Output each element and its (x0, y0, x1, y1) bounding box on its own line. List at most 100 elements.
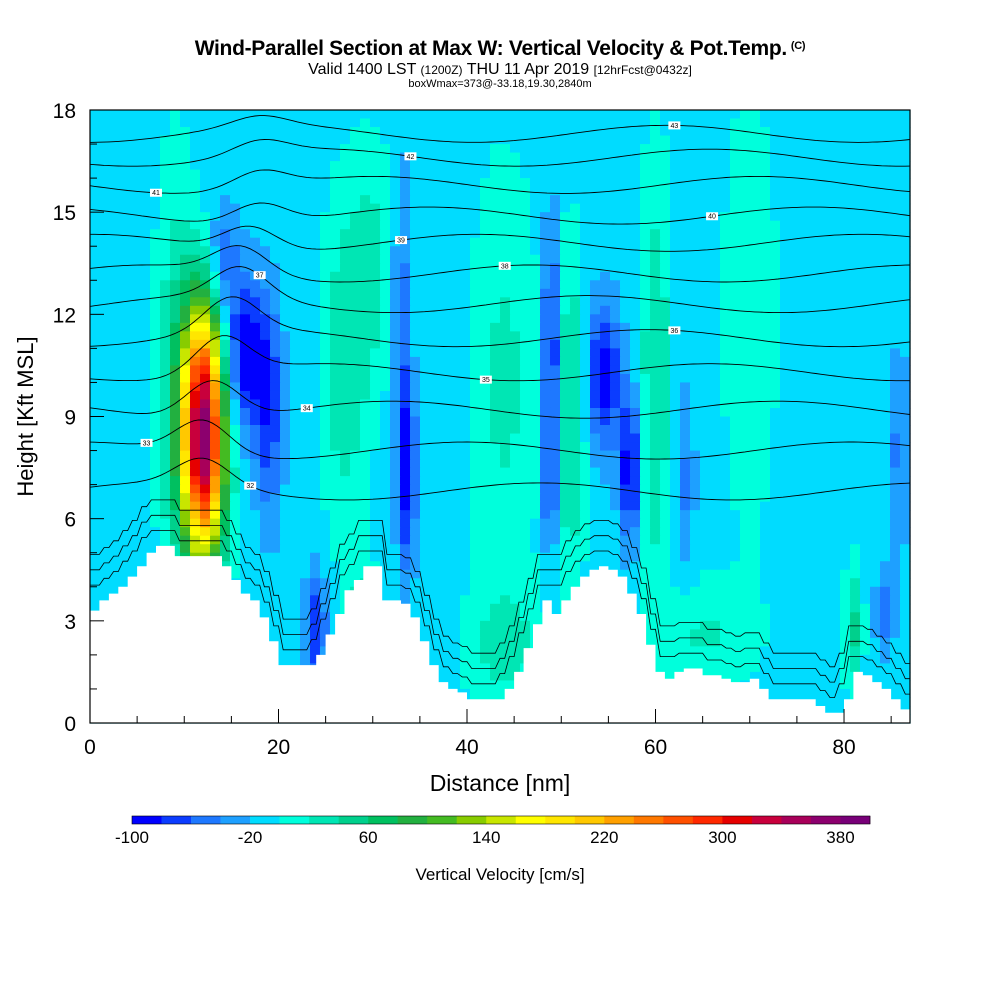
field-cell (510, 382, 521, 392)
field-cell (590, 297, 601, 307)
field-cell (240, 518, 251, 528)
field-cell (440, 178, 451, 188)
field-cell (510, 212, 521, 222)
field-cell (310, 110, 321, 120)
field-cell (470, 518, 481, 528)
field-cell (650, 195, 661, 205)
field-cell (600, 314, 611, 324)
field-cell (550, 476, 561, 486)
field-cell (850, 280, 861, 290)
field-cell (650, 433, 661, 443)
field-cell (790, 263, 801, 273)
field-cell (520, 135, 531, 145)
field-cell (570, 297, 581, 307)
field-cell (670, 476, 681, 486)
field-cell (860, 178, 871, 188)
field-cell (440, 314, 451, 324)
field-cell (420, 237, 431, 247)
field-cell (510, 127, 521, 137)
field-cell (370, 127, 381, 137)
field-cell (140, 144, 151, 154)
field-cell (800, 586, 811, 596)
field-cell (490, 527, 501, 537)
field-cell (650, 467, 661, 477)
field-cell (840, 246, 851, 256)
field-cell (460, 416, 471, 426)
field-cell (770, 305, 781, 315)
field-cell (580, 442, 591, 452)
field-cell (450, 407, 461, 418)
field-cell (590, 118, 601, 128)
field-cell (200, 535, 211, 545)
field-cell (200, 110, 211, 120)
field-cell (410, 407, 421, 418)
field-cell (300, 127, 311, 137)
field-cell (650, 510, 661, 520)
field-cell (490, 552, 501, 562)
field-cell (520, 365, 531, 375)
field-cell (100, 399, 111, 409)
field-cell (300, 178, 311, 188)
field-cell (550, 450, 561, 460)
field-cell (190, 322, 201, 332)
field-cell (500, 271, 511, 281)
field-cell (140, 416, 151, 426)
field-cell (870, 407, 881, 418)
field-cell (600, 459, 611, 469)
field-cell (850, 322, 861, 332)
field-cell (240, 144, 251, 154)
field-cell (290, 425, 301, 435)
field-cell (210, 433, 221, 443)
field-cell (510, 561, 521, 571)
field-cell (500, 212, 511, 222)
field-cell (290, 297, 301, 307)
field-cell (490, 493, 501, 503)
field-cell (510, 110, 521, 120)
field-cell (460, 288, 471, 298)
field-cell (300, 186, 311, 196)
field-cell (630, 450, 641, 460)
field-cell (430, 271, 441, 281)
field-cell (230, 450, 241, 460)
field-cell (360, 195, 371, 205)
field-cell (400, 356, 411, 367)
field-cell (340, 110, 351, 120)
field-cell (180, 450, 191, 460)
field-cell (560, 220, 571, 230)
field-cell (650, 493, 661, 503)
field-cell (280, 339, 291, 349)
field-cell (120, 135, 131, 145)
field-cell (560, 322, 571, 332)
field-cell (440, 127, 451, 137)
field-cell (460, 544, 471, 554)
field-cell (890, 127, 901, 137)
field-cell (540, 450, 551, 460)
field-cell (850, 246, 861, 256)
field-cell (350, 229, 361, 239)
field-cell (700, 365, 711, 375)
field-cell (550, 407, 561, 418)
field-cell (630, 501, 641, 511)
field-cell (820, 578, 831, 588)
field-cell (440, 552, 451, 562)
field-cell (510, 144, 521, 154)
field-cell (850, 493, 861, 503)
field-cell (250, 382, 261, 392)
field-cell (610, 263, 621, 273)
field-cell (740, 578, 751, 588)
field-cell (100, 476, 111, 486)
field-cell (310, 356, 321, 367)
field-cell (230, 186, 241, 196)
field-cell (500, 595, 511, 605)
field-cell (580, 416, 591, 426)
field-cell (740, 390, 751, 401)
field-cell (700, 237, 711, 247)
field-cell (400, 305, 411, 315)
field-cell (890, 484, 901, 494)
field-cell (640, 569, 651, 579)
field-cell (700, 186, 711, 196)
field-cell (330, 501, 341, 511)
field-cell (890, 595, 901, 605)
field-cell (200, 271, 211, 281)
field-cell (550, 314, 561, 324)
